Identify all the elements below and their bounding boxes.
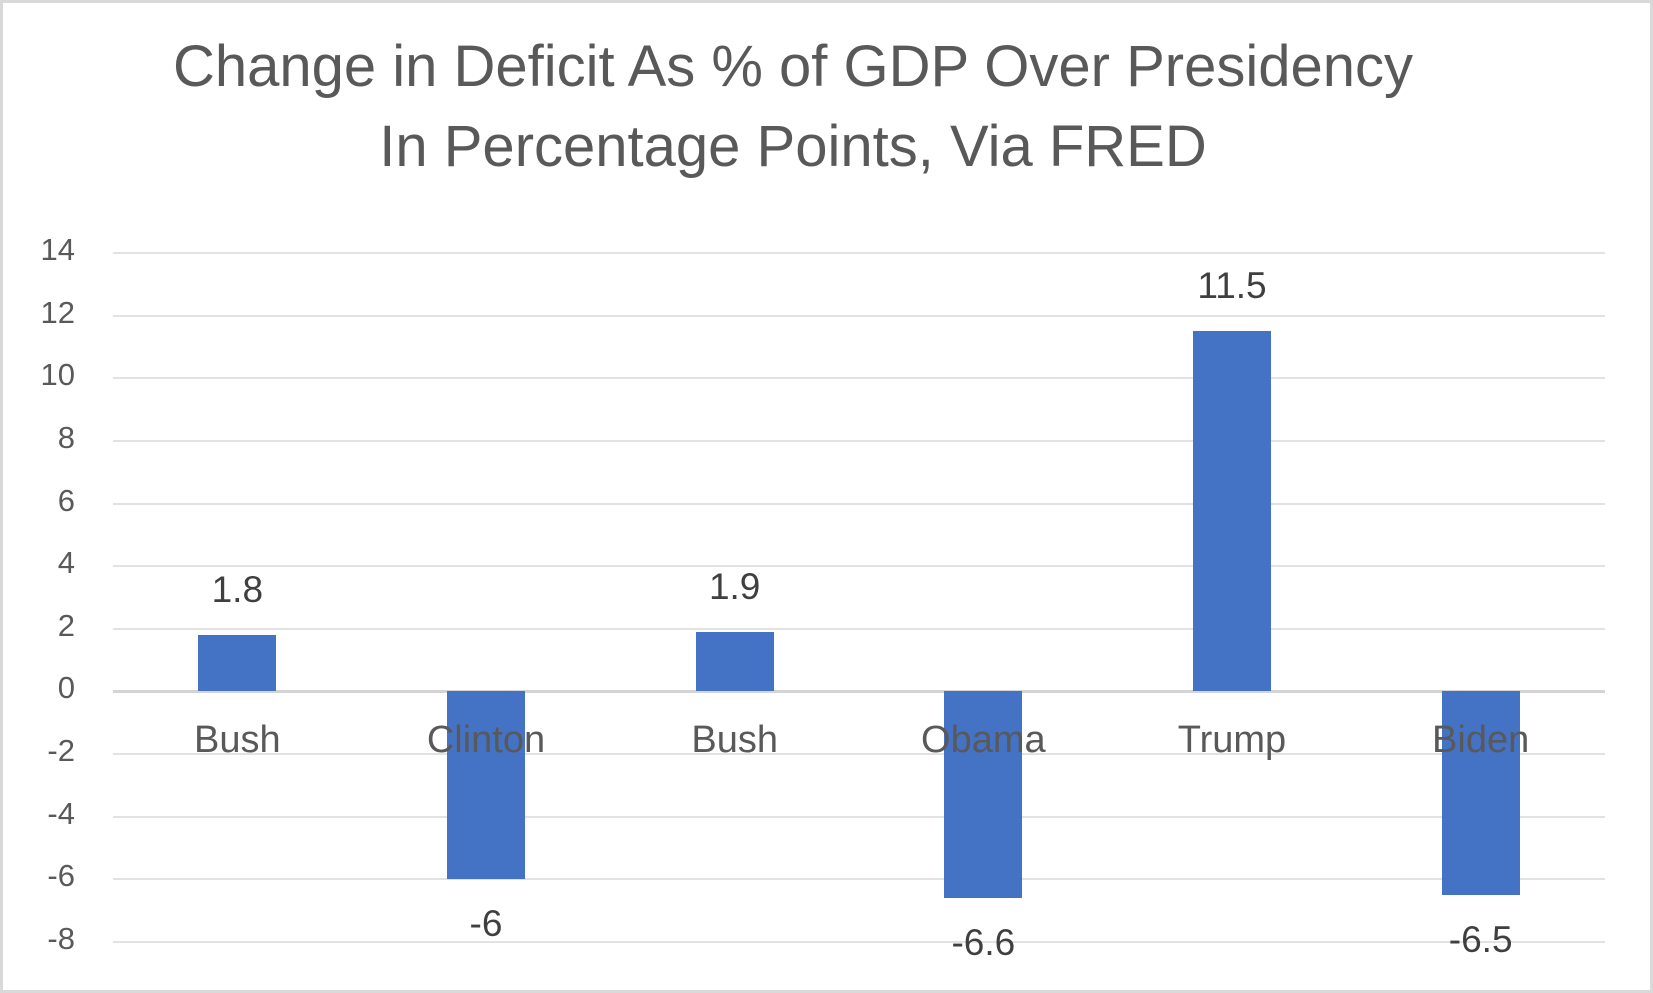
gridline [113, 941, 1605, 943]
gridline [113, 627, 1605, 630]
value-label: 11.5 [1197, 265, 1267, 307]
bar-bush [695, 631, 774, 692]
y-tick-label: 14 [40, 232, 75, 267]
y-tick-label: 8 [57, 419, 75, 455]
category-label: Trump [1177, 719, 1287, 762]
y-tick-label: 12 [40, 294, 75, 330]
chart-title-line-1: Change in Deficit As % of GDP Over Presi… [172, 34, 1414, 99]
category-label: Bush [194, 719, 281, 762]
gridline [113, 502, 1605, 505]
y-tick-label: 10 [40, 357, 75, 393]
category-label: Biden [1432, 719, 1530, 762]
category-label: Obama [921, 719, 1046, 762]
gridline [113, 377, 1605, 380]
value-label: -6 [469, 903, 503, 945]
value-label: 1.9 [708, 565, 761, 607]
gridline [113, 439, 1605, 442]
y-tick-label: -6 [47, 858, 75, 894]
bar-biden [1441, 691, 1520, 896]
value-label: 1.8 [211, 569, 264, 611]
y-tick-label: 4 [57, 545, 75, 581]
gridline [113, 314, 1605, 317]
chart-title-line-2: In Percentage Points, Via FRED [379, 114, 1207, 179]
gridline [113, 815, 1605, 818]
plot-area: 14 12 10 8 6 4 2 0 -2 -4 -6 -8 1.8 Bush -6 Clinton 1.9 Bu… [41, 232, 1605, 963]
gridline [113, 252, 1605, 254]
bar-clinton [447, 691, 525, 880]
bar-trump [1193, 331, 1271, 692]
gridline [113, 878, 1605, 881]
category-label: Bush [691, 719, 778, 762]
y-tick-label: -8 [47, 921, 75, 956]
value-label: -6.6 [951, 922, 1016, 964]
bar-bush [198, 635, 277, 692]
category-label: Clinton [426, 719, 546, 762]
gridline [113, 753, 1605, 756]
value-label: -6.5 [1448, 919, 1513, 961]
y-tick-label: -2 [47, 733, 75, 769]
y-tick-label: 6 [57, 482, 75, 518]
bar-obama [944, 691, 1023, 899]
gridline [113, 565, 1605, 568]
zero-gridline [113, 690, 1605, 694]
chart-title: Change in Deficit As % of GDP Over Presi… [3, 27, 1583, 187]
y-tick-label: -4 [47, 795, 75, 831]
y-tick-label: 0 [57, 670, 75, 706]
y-tick-label: 2 [57, 607, 75, 643]
